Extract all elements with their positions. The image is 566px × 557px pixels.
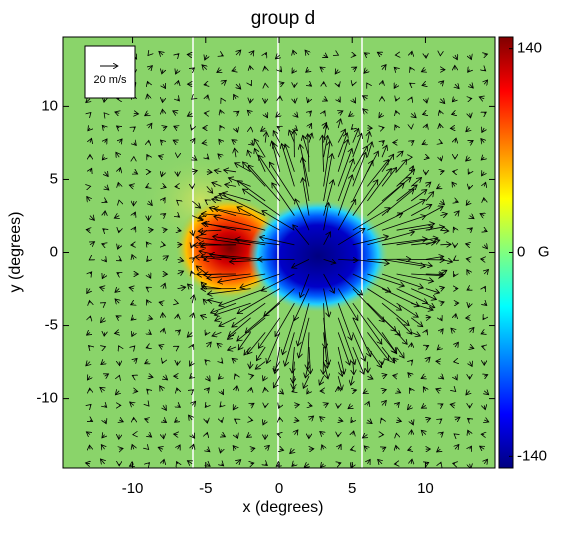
y-tick-label: 0 — [50, 243, 58, 260]
x-axis-label: x (degrees) — [243, 499, 324, 516]
velocity-arrow — [440, 244, 451, 245]
velocity-arrow — [453, 463, 455, 464]
colorbar-tick-label: 0 G — [517, 243, 550, 260]
x-tick-label: -5 — [199, 480, 212, 497]
velocity-arrow — [440, 462, 441, 464]
velocity-arrow — [178, 314, 179, 318]
x-tick-label: 10 — [417, 480, 434, 497]
x-tick-label: 5 — [348, 480, 356, 497]
velocity-arrow — [265, 66, 266, 69]
velocity-arrow — [367, 362, 368, 373]
y-tick-label: 10 — [41, 97, 58, 114]
chart-title: group d — [251, 8, 315, 29]
colorbar-tick-label: 140 — [517, 40, 542, 57]
velocity-arrow — [455, 391, 456, 392]
velocity-arrow — [134, 113, 139, 114]
velocity-arrow — [426, 274, 444, 275]
velocity-arrow — [382, 127, 384, 128]
y-tick-label: 5 — [50, 170, 58, 187]
velocity-arrow — [105, 211, 106, 216]
velocity-arrow — [105, 303, 106, 304]
y-axis-label: y (degrees) — [7, 212, 24, 293]
velocity-arrow — [382, 362, 383, 365]
velocity-arrow — [86, 230, 90, 231]
y-tick-label: -5 — [45, 317, 58, 334]
velocity-arrow — [148, 405, 149, 406]
y-tick-label: -10 — [36, 390, 58, 407]
velocity-arrow — [119, 346, 120, 347]
velocity-arrow — [162, 99, 163, 103]
velocity-arrow — [148, 230, 153, 231]
x-tick-label: -10 — [122, 480, 144, 497]
velocity-arrow — [265, 388, 266, 391]
velocity-arrow — [89, 259, 90, 260]
quiver-key-label: 20 m/s — [93, 74, 127, 86]
velocity-arrow — [411, 259, 445, 260]
velocity-arrow — [454, 434, 455, 435]
magnetogram — [63, 37, 495, 469]
colorbar-tick-label: -140 — [517, 447, 547, 464]
velocity-arrow — [89, 301, 90, 304]
quiver-key-box — [85, 46, 135, 98]
x-tick-label: 0 — [275, 480, 283, 497]
